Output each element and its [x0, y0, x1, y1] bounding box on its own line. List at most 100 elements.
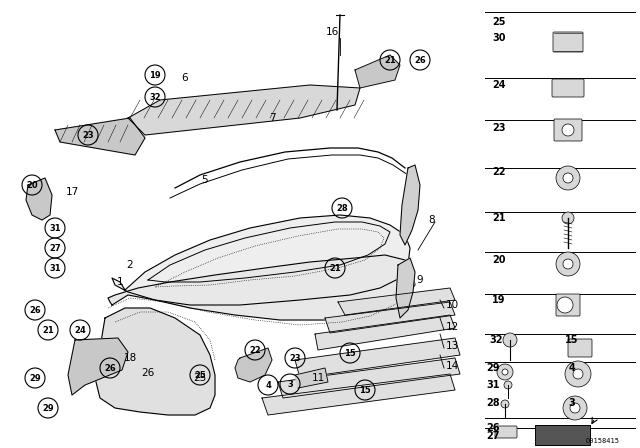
Polygon shape: [315, 315, 455, 350]
Circle shape: [563, 259, 573, 269]
FancyBboxPatch shape: [552, 79, 584, 97]
Text: 14: 14: [445, 361, 459, 371]
Text: 32: 32: [149, 92, 161, 102]
Circle shape: [562, 212, 574, 224]
Text: O0158415: O0158415: [586, 438, 620, 444]
Text: 26: 26: [29, 306, 41, 314]
Polygon shape: [355, 55, 400, 88]
Text: 6: 6: [182, 73, 188, 83]
Text: 29: 29: [486, 363, 500, 373]
Text: 30: 30: [492, 33, 506, 43]
Text: 10: 10: [445, 300, 459, 310]
Text: 5: 5: [202, 175, 208, 185]
Text: 4: 4: [568, 363, 575, 373]
Text: 3: 3: [287, 379, 293, 388]
Text: 29: 29: [42, 404, 54, 413]
Text: 25: 25: [193, 373, 207, 383]
Circle shape: [504, 381, 512, 389]
Polygon shape: [26, 178, 52, 220]
Polygon shape: [128, 85, 360, 135]
Text: 24: 24: [74, 326, 86, 335]
Circle shape: [556, 166, 580, 190]
Text: 12: 12: [445, 322, 459, 332]
Circle shape: [557, 297, 573, 313]
Polygon shape: [55, 118, 145, 155]
Text: 20: 20: [26, 181, 38, 190]
Text: 26: 26: [486, 423, 500, 433]
Polygon shape: [295, 368, 328, 388]
Text: 4: 4: [265, 380, 271, 389]
Polygon shape: [262, 374, 455, 415]
Circle shape: [570, 403, 580, 413]
Text: 23: 23: [289, 353, 301, 362]
Text: 3: 3: [568, 398, 575, 408]
Text: 16: 16: [325, 27, 339, 37]
FancyBboxPatch shape: [568, 339, 592, 357]
Circle shape: [562, 124, 574, 136]
Polygon shape: [295, 338, 460, 378]
FancyBboxPatch shape: [556, 294, 580, 316]
Text: 26: 26: [414, 56, 426, 65]
Circle shape: [563, 396, 587, 420]
Circle shape: [503, 333, 517, 347]
Text: 23: 23: [82, 130, 94, 139]
Circle shape: [556, 252, 580, 276]
Text: 15: 15: [565, 335, 579, 345]
Circle shape: [565, 361, 591, 387]
Text: 31: 31: [49, 224, 61, 233]
Text: 21: 21: [492, 213, 506, 223]
Text: 22: 22: [249, 345, 261, 354]
Circle shape: [563, 173, 573, 183]
Text: 21: 21: [384, 56, 396, 65]
Text: 27: 27: [49, 244, 61, 253]
Text: 21: 21: [329, 263, 341, 272]
Text: 17: 17: [65, 187, 79, 197]
Polygon shape: [112, 215, 410, 305]
Polygon shape: [235, 348, 272, 382]
Text: 26: 26: [141, 368, 155, 378]
Text: 15: 15: [344, 349, 356, 358]
Text: 22: 22: [492, 167, 506, 177]
Text: 24: 24: [492, 80, 506, 90]
Polygon shape: [95, 308, 215, 415]
Circle shape: [497, 364, 513, 380]
Polygon shape: [400, 165, 420, 245]
Text: 19: 19: [149, 70, 161, 79]
Polygon shape: [68, 338, 128, 395]
Text: 32: 32: [489, 335, 503, 345]
Text: 21: 21: [42, 326, 54, 335]
Text: 2: 2: [127, 260, 133, 270]
Text: 25: 25: [492, 17, 506, 27]
FancyBboxPatch shape: [553, 32, 583, 52]
Text: 19: 19: [492, 295, 506, 305]
Polygon shape: [325, 302, 455, 333]
Text: 27: 27: [486, 431, 500, 441]
Text: 8: 8: [429, 215, 435, 225]
Text: 28: 28: [336, 203, 348, 212]
Text: 7: 7: [269, 113, 275, 123]
Polygon shape: [278, 358, 460, 398]
Text: 15: 15: [359, 385, 371, 395]
Circle shape: [502, 369, 508, 375]
Text: 13: 13: [445, 341, 459, 351]
Text: 31: 31: [486, 380, 500, 390]
Polygon shape: [396, 258, 415, 318]
Polygon shape: [338, 288, 455, 315]
Polygon shape: [108, 255, 415, 320]
Text: 31: 31: [49, 263, 61, 272]
Text: 9: 9: [417, 275, 423, 285]
Text: 28: 28: [486, 398, 500, 408]
Text: 1: 1: [116, 277, 124, 287]
Circle shape: [573, 369, 583, 379]
Text: 26: 26: [104, 363, 116, 372]
FancyBboxPatch shape: [495, 426, 517, 438]
Circle shape: [501, 400, 509, 408]
Text: 29: 29: [29, 374, 41, 383]
Text: 20: 20: [492, 255, 506, 265]
Text: 25: 25: [194, 370, 206, 379]
Text: 23: 23: [492, 123, 506, 133]
Bar: [535, 425, 590, 445]
FancyBboxPatch shape: [554, 119, 582, 141]
Text: 18: 18: [124, 353, 136, 363]
Text: 11: 11: [312, 373, 324, 383]
